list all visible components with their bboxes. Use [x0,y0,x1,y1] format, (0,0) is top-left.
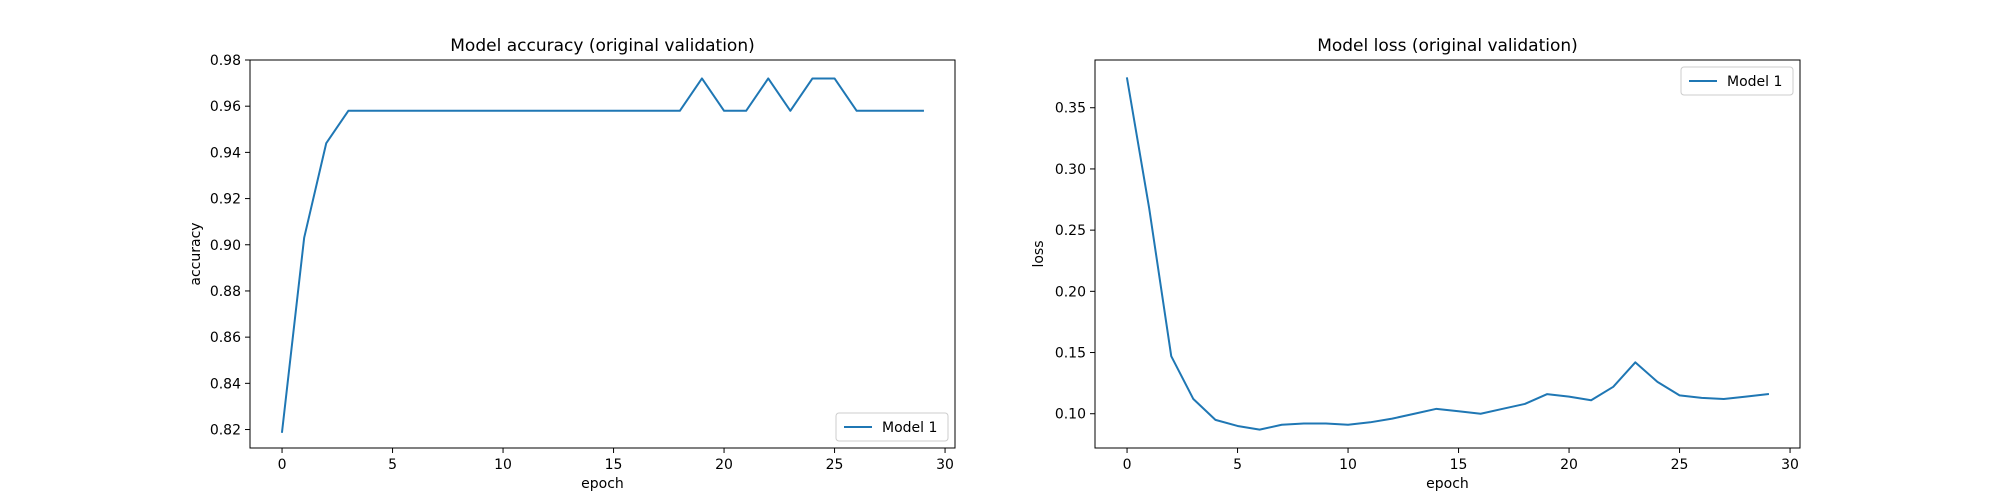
accuracy-y-tick-label: 0.98 [210,53,241,69]
loss-x-tick-label: 25 [1671,457,1689,473]
loss-chart: Model loss (original validation) 0 5 10 15 20… [1031,36,1801,492]
accuracy-y-tick-label: 0.88 [210,284,241,300]
loss-x-tick-label: 10 [1339,457,1357,473]
loss-legend: Model 1 [1680,66,1794,96]
accuracy-y-tick-label: 0.90 [210,238,241,254]
accuracy-x-tick-label: 5 [388,457,397,473]
accuracy-x-tick-label: 30 [936,457,954,473]
loss-y-tick-label: 0.30 [1055,162,1086,178]
accuracy-series-line [280,77,924,433]
loss-x-tick-label: 0 [1123,457,1132,473]
loss-x-tick-label: 30 [1781,457,1799,473]
loss-series-line [1125,77,1770,431]
accuracy-x-tick-label: 0 [278,457,287,473]
loss-x-tick-label: 20 [1560,457,1578,473]
loss-y-tick-label: 0.35 [1055,101,1086,117]
loss-x-axis-label: epoch [1426,476,1469,492]
accuracy-x-tick-label: 15 [605,457,623,473]
accuracy-y-tick-label: 0.86 [210,330,241,346]
accuracy-y-tick-label: 0.82 [210,423,241,439]
loss-y-tick-label: 0.25 [1055,223,1086,239]
loss-plot-frame [1094,59,1801,449]
loss-x-tick-label: 15 [1450,457,1468,473]
accuracy-x-axis-label: epoch [581,476,624,492]
accuracy-x-tick-label: 10 [494,457,512,473]
accuracy-legend-label: Model 1 [882,420,937,436]
accuracy-plot-frame [249,59,956,449]
accuracy-x-tick-label: 20 [715,457,733,473]
loss-y-tick-label: 0.20 [1055,284,1086,300]
loss-legend-label: Model 1 [1727,74,1782,90]
accuracy-chart-title: Model accuracy (original validation) [450,36,754,56]
loss-y-tick-label: 0.10 [1055,407,1086,423]
accuracy-chart: Model accuracy (original validation) 0 5 10… [188,36,956,492]
loss-x-tick-label: 5 [1233,457,1242,473]
accuracy-y-tick-label: 0.84 [210,376,241,392]
accuracy-y-axis-label: accuracy [188,222,204,285]
loss-y-tick-label: 0.15 [1055,346,1086,362]
loss-y-axis-label: loss [1031,240,1047,267]
accuracy-y-tick-label: 0.92 [210,192,241,208]
loss-chart-title: Model loss (original validation) [1317,36,1578,56]
accuracy-y-tick-label: 0.94 [210,145,241,161]
accuracy-x-tick-label: 25 [826,457,844,473]
accuracy-legend: Model 1 [835,412,949,442]
accuracy-y-tick-label: 0.96 [210,99,241,115]
loss-legend-box [1680,66,1794,96]
accuracy-legend-box [835,412,949,442]
